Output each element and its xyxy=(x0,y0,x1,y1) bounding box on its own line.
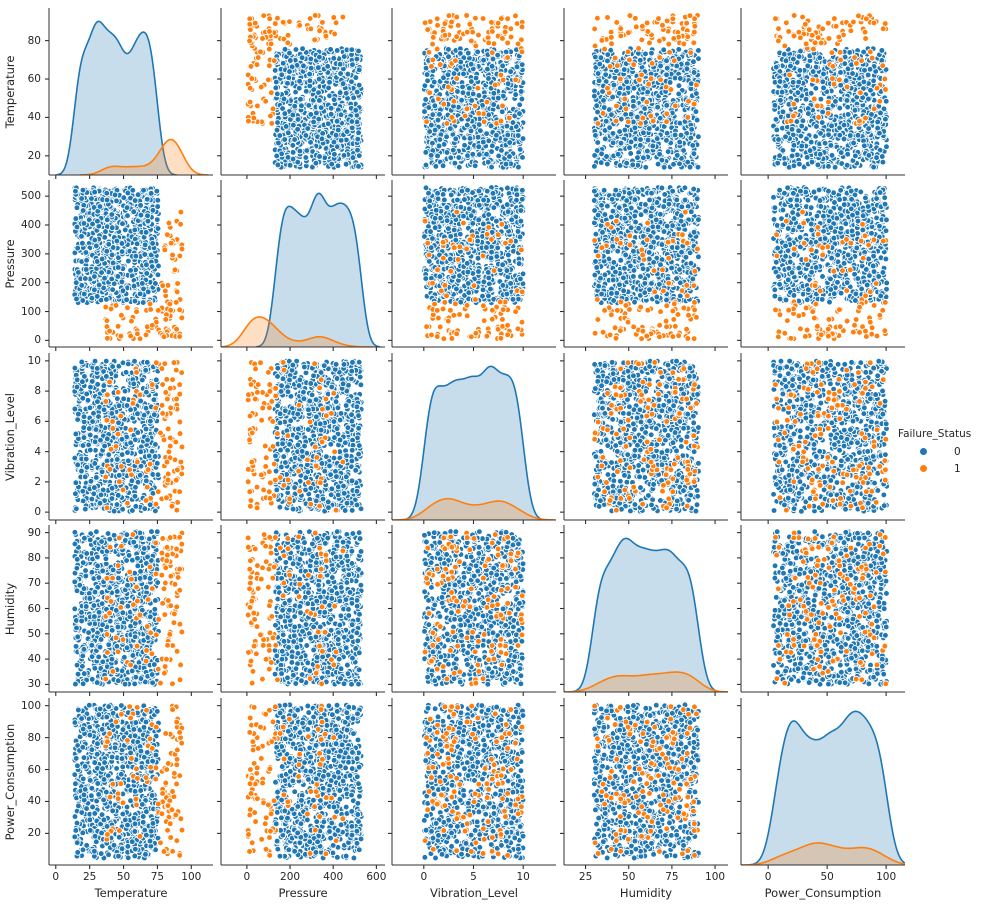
y-tick-label: 50 xyxy=(27,627,41,640)
y-tick-label: 0 xyxy=(34,506,41,519)
x-tick-label: 75 xyxy=(665,871,679,883)
y-axis-label-Power_Consumption: Power_Consumption xyxy=(3,723,17,840)
legend-label-0: 0 xyxy=(954,445,961,458)
y-tick-label: 200 xyxy=(20,276,41,289)
y-tick-label: 60 xyxy=(27,602,41,615)
x-tick-label: 0 xyxy=(764,871,772,883)
legend-dot-1-icon xyxy=(920,465,927,472)
scatter-panel-Pressure-vs-Vibration_Level xyxy=(386,180,556,353)
y-tick-label: 40 xyxy=(27,653,41,666)
x-tick-label: 100 xyxy=(181,871,202,883)
y-axis-label-Vibration_Level: Vibration_Level xyxy=(3,392,17,481)
x-tick-label: 25 xyxy=(578,871,593,883)
y-tick-label: 70 xyxy=(27,577,41,590)
legend-item-0: 0 xyxy=(896,443,971,460)
scatter-panel-Humidity-vs-Pressure xyxy=(215,525,385,698)
diagonal-kde-panel-Power_Consumption xyxy=(735,698,905,871)
legend-label-1: 1 xyxy=(954,462,961,475)
diagonal-kde-panel-Humidity xyxy=(558,525,728,698)
scatter-panel-Vibration_Level-vs-Temperature xyxy=(43,353,213,526)
scatter-panel-Temperature-vs-Power_Consumption xyxy=(735,8,905,181)
scatter-panel-Humidity-vs-Temperature xyxy=(43,525,213,698)
y-tick-label: 90 xyxy=(27,526,41,539)
scatter-panel-Power_Consumption-vs-Pressure xyxy=(215,698,385,871)
scatter-panel-Humidity-vs-Power_Consumption xyxy=(735,525,905,698)
y-tick-label: 500 xyxy=(20,190,41,203)
scatter-panel-Vibration_Level-vs-Power_Consumption xyxy=(735,353,905,526)
y-tick-label: 80 xyxy=(27,731,41,744)
x-tick-label: 25 xyxy=(82,871,97,883)
x-tick-label: 5 xyxy=(470,871,477,883)
scatter-panel-Humidity-vs-Vibration_Level xyxy=(386,525,556,698)
scatter-panel-Temperature-vs-Vibration_Level xyxy=(386,8,556,181)
scatter-panel-Vibration_Level-vs-Humidity xyxy=(558,353,728,526)
y-tick-label: 400 xyxy=(20,218,41,231)
scatter-panel-Pressure-vs-Power_Consumption xyxy=(735,180,905,353)
diagonal-kde-panel-Pressure xyxy=(215,180,385,353)
y-tick-label: 60 xyxy=(27,73,41,86)
x-axis-label-Humidity: Humidity xyxy=(619,886,673,900)
scatter-panel-Pressure-vs-Humidity xyxy=(558,180,728,353)
y-tick-label: 4 xyxy=(34,445,41,458)
scatter-panel-Temperature-vs-Pressure xyxy=(215,8,385,181)
x-tick-label: 50 xyxy=(116,871,131,883)
y-tick-label: 300 xyxy=(20,247,41,260)
y-tick-label: 30 xyxy=(27,678,41,691)
legend: Failure_Status 0 1 xyxy=(896,428,971,477)
y-axis-label-Pressure: Pressure xyxy=(3,238,17,289)
y-tick-label: 60 xyxy=(27,763,41,776)
x-tick-label: 10 xyxy=(516,871,530,883)
x-tick-label: 50 xyxy=(622,871,636,883)
x-axis-label-Pressure: Pressure xyxy=(278,886,328,900)
y-tick-label: 20 xyxy=(27,149,41,162)
x-tick-label: 75 xyxy=(150,871,165,883)
scatter-panel-Vibration_Level-vs-Pressure xyxy=(215,353,385,526)
y-tick-label: 2 xyxy=(34,475,41,488)
y-tick-label: 80 xyxy=(27,551,41,564)
y-tick-label: 100 xyxy=(20,305,41,318)
x-axis-label-Temperature: Temperature xyxy=(94,886,168,900)
legend-item-1: 1 xyxy=(896,460,971,477)
diagonal-kde-panel-Temperature xyxy=(43,8,213,181)
x-tick-label: 200 xyxy=(280,871,301,883)
y-axis-label-Humidity: Humidity xyxy=(3,582,17,635)
x-tick-label: 400 xyxy=(323,871,344,883)
y-tick-label: 80 xyxy=(27,34,41,47)
legend-dot-0-icon xyxy=(920,448,927,455)
scatter-panel-Temperature-vs-Humidity xyxy=(558,8,728,181)
y-tick-label: 8 xyxy=(34,385,41,398)
scatter-panel-Power_Consumption-vs-Vibration_Level xyxy=(386,698,556,871)
y-axis-label-Temperature: Temperature xyxy=(3,55,17,128)
y-tick-label: 40 xyxy=(27,111,41,124)
scatter-panel-Pressure-vs-Temperature xyxy=(43,180,213,353)
scatter-panel-Power_Consumption-vs-Humidity xyxy=(558,698,728,871)
x-tick-label: 100 xyxy=(705,871,726,883)
x-tick-label: 0 xyxy=(52,871,60,883)
x-tick-label: 100 xyxy=(876,871,897,883)
x-axis-label-Vibration_Level: Vibration_Level xyxy=(429,886,519,900)
legend-title: Failure_Status xyxy=(898,428,972,440)
y-tick-label: 40 xyxy=(27,795,41,808)
y-tick-label: 100 xyxy=(20,699,41,712)
y-tick-label: 10 xyxy=(27,354,41,367)
y-tick-label: 6 xyxy=(34,415,41,428)
y-tick-label: 20 xyxy=(27,827,41,840)
x-axis-label-Power_Consumption: Power_Consumption xyxy=(764,886,882,900)
x-tick-label: 0 xyxy=(420,871,428,883)
x-tick-label: 600 xyxy=(366,871,387,883)
x-tick-label: 0 xyxy=(243,871,251,883)
y-tick-label: 0 xyxy=(34,334,41,347)
x-tick-label: 50 xyxy=(820,871,834,883)
scatter-panel-Power_Consumption-vs-Temperature xyxy=(43,698,213,871)
diagonal-kde-panel-Vibration_Level xyxy=(386,353,556,526)
